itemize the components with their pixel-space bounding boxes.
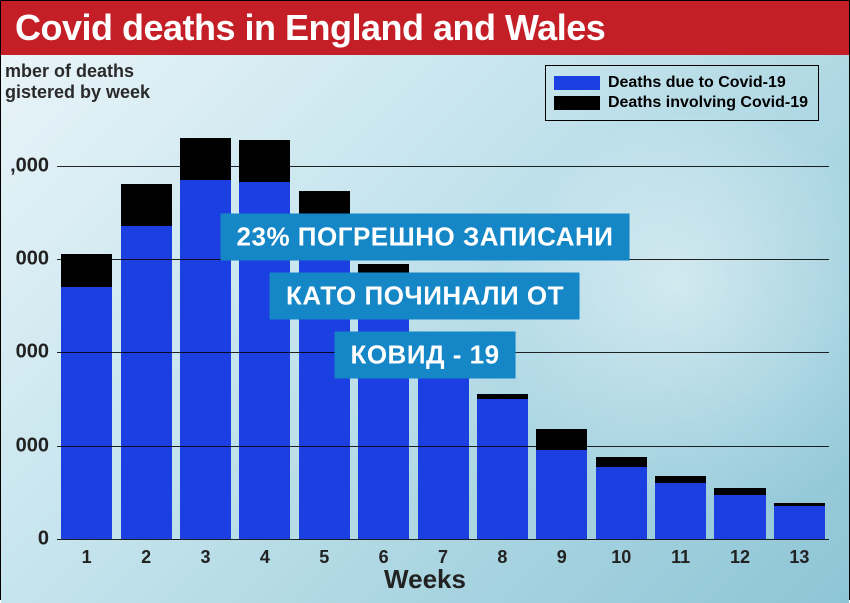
bar-segment-involving <box>180 138 231 180</box>
overlay-line1: 23% ПОГРЕШНО ЗАПИСАНИ <box>221 214 630 261</box>
figure-frame: Covid deaths in England and Wales mber o… <box>0 0 850 600</box>
y-tick-label: 0 <box>38 528 57 551</box>
bar <box>774 503 825 539</box>
bar-segment-involving <box>655 476 706 483</box>
bar-column: 11 <box>651 119 710 539</box>
x-tick-label: 5 <box>319 547 329 568</box>
bar-segment-due-to <box>121 226 172 539</box>
legend-label-due-to: Deaths due to Covid-19 <box>608 74 786 92</box>
y-axis-label-line1: mber of deaths <box>5 61 150 82</box>
bar-segment-due-to <box>774 506 825 539</box>
bar <box>61 254 112 539</box>
y-tick-label: 000 <box>16 247 57 270</box>
bar <box>596 457 647 539</box>
legend-swatch-due-to <box>554 76 600 90</box>
y-axis-label-line2: gistered by week <box>5 82 150 103</box>
x-tick-label: 4 <box>260 547 270 568</box>
bar-segment-due-to <box>477 399 528 539</box>
bar-segment-involving <box>536 429 587 450</box>
header-title: Covid deaths in England and Wales <box>15 7 605 48</box>
bar <box>655 476 706 539</box>
x-tick-label: 8 <box>497 547 507 568</box>
bar-segment-involving <box>714 488 765 495</box>
overlay-line3: КОВИД - 19 <box>334 332 515 379</box>
bar-segment-due-to <box>596 467 647 539</box>
y-tick-label: ,000 <box>10 154 57 177</box>
bar-segment-due-to <box>655 483 706 539</box>
x-axis-label: Weeks <box>384 564 466 595</box>
header-bar: Covid deaths in England and Wales <box>1 1 849 55</box>
bar <box>477 394 528 539</box>
x-tick-label: 10 <box>611 547 631 568</box>
bar-segment-involving <box>121 184 172 226</box>
bar <box>714 488 765 539</box>
x-tick-label: 3 <box>200 547 210 568</box>
y-tick-label: 000 <box>16 341 57 364</box>
x-tick-label: 1 <box>82 547 92 568</box>
legend-item-due-to: Deaths due to Covid-19 <box>554 74 808 92</box>
legend-swatch-involving <box>554 96 600 110</box>
overlay-line2: КАТО ПОЧИНАЛИ ОТ <box>270 273 580 320</box>
y-tick-label: 000 <box>16 434 57 457</box>
bar-segment-involving <box>596 457 647 466</box>
overlay-caption: 23% ПОГРЕШНО ЗАПИСАНИ КАТО ПОЧИНАЛИ ОТ К… <box>221 208 630 385</box>
legend-label-involving: Deaths involving Covid-19 <box>608 94 808 112</box>
bar-segment-due-to <box>61 287 112 539</box>
x-tick-label: 13 <box>789 547 809 568</box>
bar-segment-involving <box>239 140 290 182</box>
bar-column: 1 <box>57 119 116 539</box>
bar-segment-due-to <box>536 450 587 539</box>
legend: Deaths due to Covid-19 Deaths involving … <box>545 65 819 121</box>
bar-segment-due-to <box>714 495 765 539</box>
bar-column: 2 <box>116 119 175 539</box>
x-tick-label: 2 <box>141 547 151 568</box>
legend-item-involving: Deaths involving Covid-19 <box>554 94 808 112</box>
bar-column: 13 <box>770 119 829 539</box>
grid-line <box>57 539 829 540</box>
x-tick-label: 9 <box>557 547 567 568</box>
x-tick-label: 11 <box>671 547 690 568</box>
bar <box>121 184 172 539</box>
grid-line <box>57 166 829 167</box>
bar-column: 12 <box>710 119 769 539</box>
grid-line <box>57 446 829 447</box>
y-axis-label: mber of deaths gistered by week <box>5 61 150 102</box>
chart-area: mber of deaths gistered by week Deaths d… <box>1 55 849 603</box>
x-tick-label: 12 <box>730 547 750 568</box>
